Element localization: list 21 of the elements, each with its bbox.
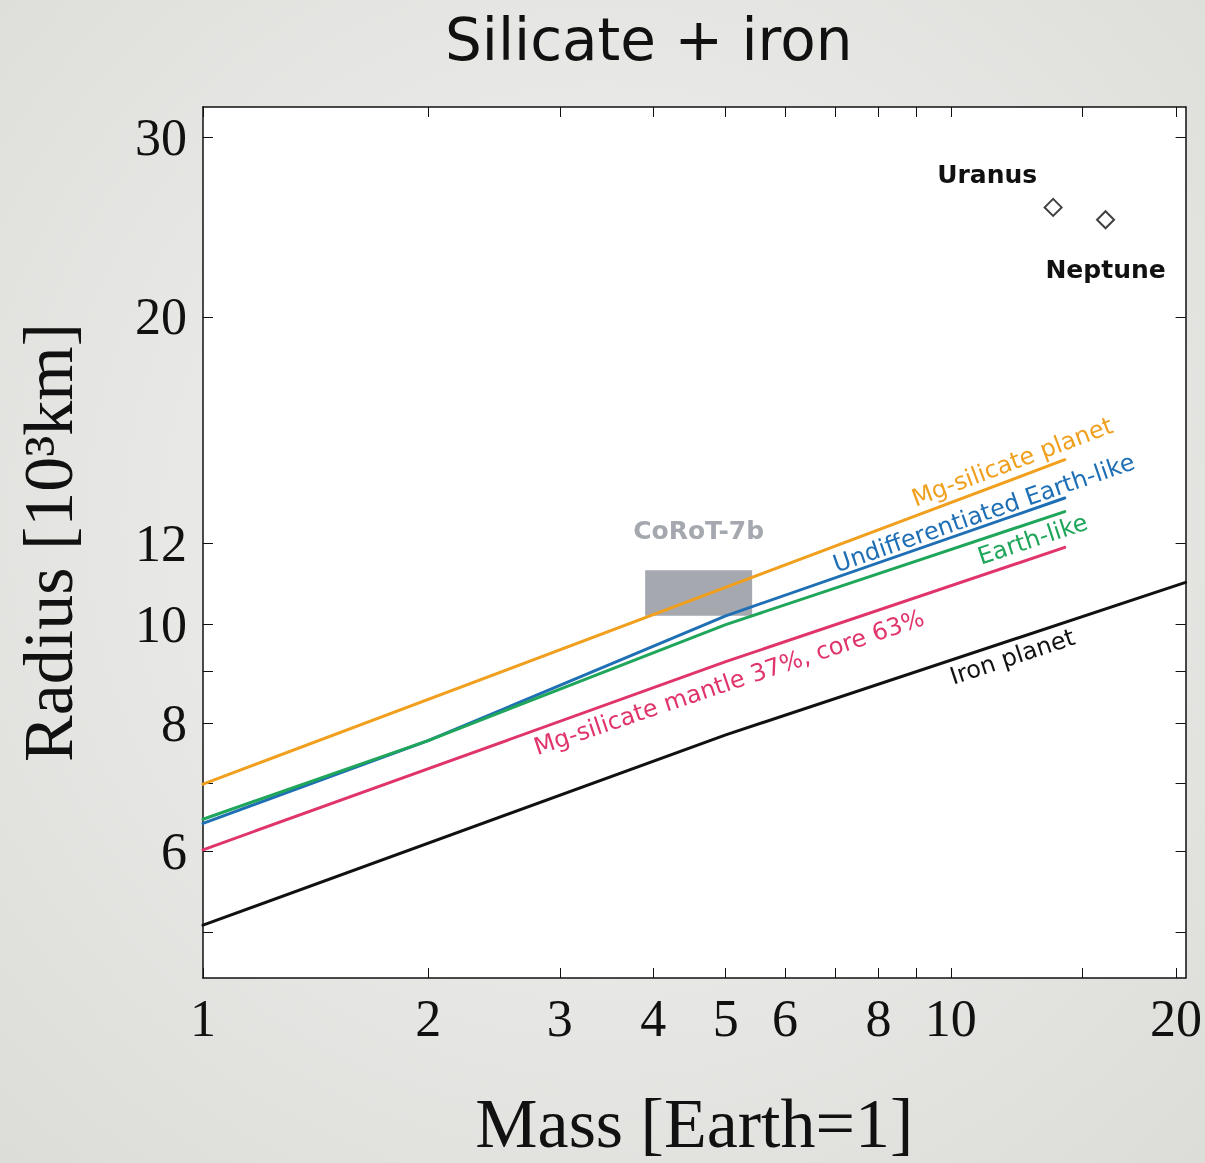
x-tick-label: 8 (865, 989, 892, 1047)
annotation: Neptune (1045, 255, 1166, 285)
x-tick-label: 4 (640, 989, 667, 1047)
x-tick-label: 1 (190, 989, 216, 1047)
y-tick-label: 30 (135, 108, 187, 166)
x-tick-label: 2 (415, 989, 442, 1047)
y-tick-label: 10 (135, 596, 187, 654)
annotation: Uranus (937, 159, 1038, 189)
annotation: CoRoT-7b (633, 515, 765, 545)
y-tick-label: 8 (161, 695, 187, 753)
x-tick-label: 10 (924, 989, 977, 1047)
x-tick-label: 5 (712, 989, 739, 1047)
y-tick-label: 6 (161, 822, 187, 880)
y-tick-label: 20 (135, 288, 187, 346)
x-tick-label: 6 (771, 989, 798, 1047)
y-tick-label: 12 (135, 515, 187, 573)
y-axis-title: Radius [10³km] (9, 322, 87, 763)
x-axis-title: Mass [Earth=1] (475, 1084, 914, 1162)
x-tick-label: 20 (1150, 989, 1202, 1047)
x-tick-label: 3 (546, 989, 573, 1047)
chart-title: Silicate + iron (445, 6, 853, 74)
